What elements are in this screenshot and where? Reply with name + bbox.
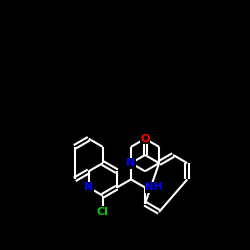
Text: N: N: [84, 182, 94, 192]
Text: NH: NH: [145, 182, 162, 192]
Text: Cl: Cl: [97, 207, 109, 217]
Text: N: N: [126, 158, 136, 168]
Text: O: O: [140, 134, 150, 144]
